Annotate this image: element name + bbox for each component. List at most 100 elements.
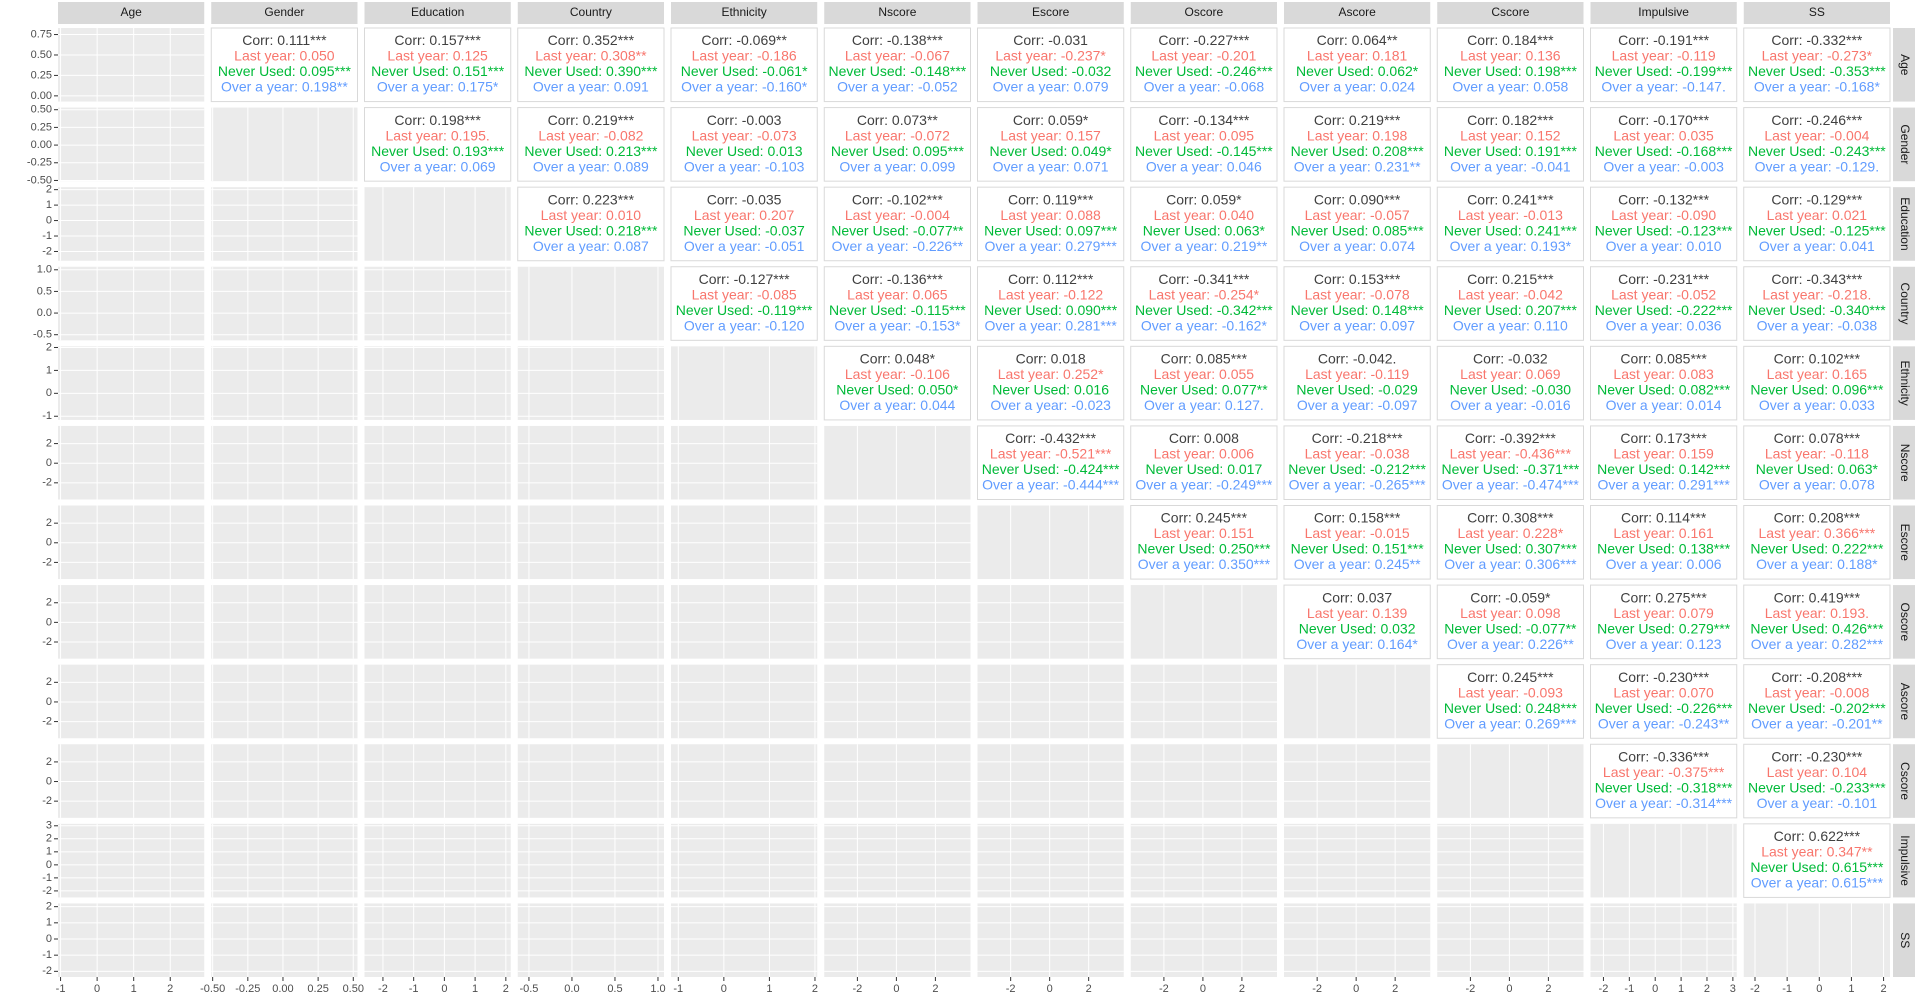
strip-label: Age <box>120 5 142 19</box>
strip-label: Ascore <box>1338 5 1376 19</box>
corr-panel <box>1130 345 1278 421</box>
corr-panel <box>977 266 1125 341</box>
panel <box>517 266 664 341</box>
corr-panel <box>1130 425 1278 500</box>
panel <box>1130 823 1277 898</box>
corr-text: Over a year: 0.245** <box>1294 556 1421 572</box>
y-tick-label: -0.50 <box>27 174 52 186</box>
x-tick-label: 0 <box>1506 983 1512 995</box>
x-tick-label: 2 <box>812 983 818 995</box>
y-tick-label: 0 <box>46 457 52 469</box>
corr-text: Corr: 0.208*** <box>1774 510 1861 526</box>
strip-label: Country <box>570 5 612 19</box>
corr-text: Last year: -0.521*** <box>990 446 1112 462</box>
y-tick-label: -2 <box>42 477 52 489</box>
corr-text: Corr: 0.308*** <box>1467 510 1554 526</box>
corr-text: Corr: 0.184*** <box>1467 32 1554 48</box>
corr-panel <box>977 186 1125 262</box>
strip-label: SS <box>1898 932 1912 948</box>
corr-text: Last year: 0.195. <box>385 127 489 143</box>
y-tick-label: -2 <box>42 636 52 648</box>
corr-panel <box>823 345 971 421</box>
corr-panel <box>1743 664 1891 739</box>
corr-text: Never Used: 0.063* <box>1756 461 1879 477</box>
panel <box>1130 585 1277 659</box>
corr-text: Corr: -0.392*** <box>1465 430 1557 446</box>
strip <box>1130 2 1277 24</box>
corr-panel <box>1436 505 1584 580</box>
x-tick-label: 0 <box>1816 983 1822 995</box>
corr-text: Corr: 0.622*** <box>1774 828 1861 844</box>
corr-text: Last year: 0.151 <box>1154 525 1255 541</box>
x-tick-label: -2 <box>1159 983 1169 995</box>
corr-text: Over a year: 0.231** <box>1294 158 1421 174</box>
y-tick-label: 0 <box>46 696 52 708</box>
panel <box>1284 823 1431 898</box>
x-tick-label: 0.0 <box>564 983 579 995</box>
x-tick-label: -2 <box>1006 983 1016 995</box>
y-tick-label: 0 <box>46 387 52 399</box>
y-tick-label: 0 <box>46 775 52 787</box>
corr-text: Never Used: -0.212*** <box>1288 461 1426 477</box>
corr-text: Never Used: -0.148*** <box>829 63 967 79</box>
y-tick-label: 2 <box>46 597 52 609</box>
corr-text: Never Used: 0.017 <box>1146 461 1263 477</box>
strip-label: Gender <box>1898 124 1912 164</box>
x-tick-label: -1 <box>1624 983 1634 995</box>
corr-text: Never Used: 0.016 <box>992 382 1109 398</box>
corr-text: Never Used: 0.198*** <box>1444 63 1578 79</box>
strip-label: Impulsive <box>1638 5 1689 19</box>
y-tick-label: 0 <box>46 859 52 871</box>
corr-text: Over a year: 0.036 <box>1606 317 1722 333</box>
strip-label: Ascore <box>1898 683 1912 721</box>
x-tick-label: 0.5 <box>607 983 622 995</box>
corr-panel <box>670 27 818 103</box>
panel <box>1284 664 1431 739</box>
corr-text: Last year: 0.095 <box>1154 127 1255 143</box>
corr-text: Over a year: 0.071 <box>993 158 1109 174</box>
strip <box>1893 823 1915 898</box>
corr-text: Last year: 0.252* <box>998 366 1104 382</box>
panel <box>364 187 511 261</box>
corr-panel <box>670 266 818 341</box>
corr-text: Last year: 0.165 <box>1767 366 1868 382</box>
corr-text: Corr: -0.246*** <box>1771 112 1863 128</box>
x-tick-label: 1 <box>1848 983 1854 995</box>
strip <box>1743 2 1890 24</box>
panel <box>58 187 205 261</box>
corr-text: Over a year: -0.168* <box>1754 79 1881 95</box>
corr-text: Last year: -0.067 <box>845 48 950 64</box>
corr-text: Over a year: 0.097 <box>1299 317 1415 333</box>
corr-text: Over a year: 0.087 <box>533 238 649 254</box>
corr-text: Never Used: 0.213*** <box>524 143 658 159</box>
y-tick-label: 0.50 <box>31 104 52 116</box>
panel <box>1743 903 1890 977</box>
corr-text: Never Used: 0.050* <box>836 382 959 398</box>
corr-text: Never Used: 0.279*** <box>1597 620 1731 636</box>
corr-text: Corr: -0.170*** <box>1618 112 1710 128</box>
x-tick-label: 0 <box>441 983 447 995</box>
panel <box>58 107 205 182</box>
corr-text: Last year: 0.070 <box>1613 684 1714 700</box>
corr-text: Over a year: 0.041 <box>1759 238 1875 254</box>
y-tick-label: -0.5 <box>33 329 52 341</box>
strip <box>1893 187 1915 261</box>
corr-text: Over a year: 0.044 <box>839 397 955 413</box>
corr-text: Over a year: 0.198** <box>221 79 348 95</box>
panel <box>58 823 205 898</box>
corr-text: Never Used: 0.615*** <box>1750 859 1884 875</box>
y-tick-label: 0.00 <box>31 90 52 102</box>
corr-text: Corr: 0.219*** <box>548 112 635 128</box>
corr-panel <box>1283 186 1431 262</box>
corr-text: Over a year: -0.103 <box>684 158 805 174</box>
corr-text: Never Used: 0.082*** <box>1597 382 1731 398</box>
corr-panel <box>1743 27 1891 103</box>
y-tick-label: 0 <box>46 933 52 945</box>
corr-text: Corr: -0.134*** <box>1158 112 1250 128</box>
corr-text: Last year: -0.118 <box>1765 446 1869 462</box>
corr-text: Corr: 0.215*** <box>1467 271 1554 287</box>
y-tick-label: 1 <box>46 917 52 929</box>
corr-text: Never Used: 0.090*** <box>984 302 1118 318</box>
y-tick-label: 2 <box>46 341 52 353</box>
corr-text: Never Used: -0.424*** <box>982 461 1120 477</box>
